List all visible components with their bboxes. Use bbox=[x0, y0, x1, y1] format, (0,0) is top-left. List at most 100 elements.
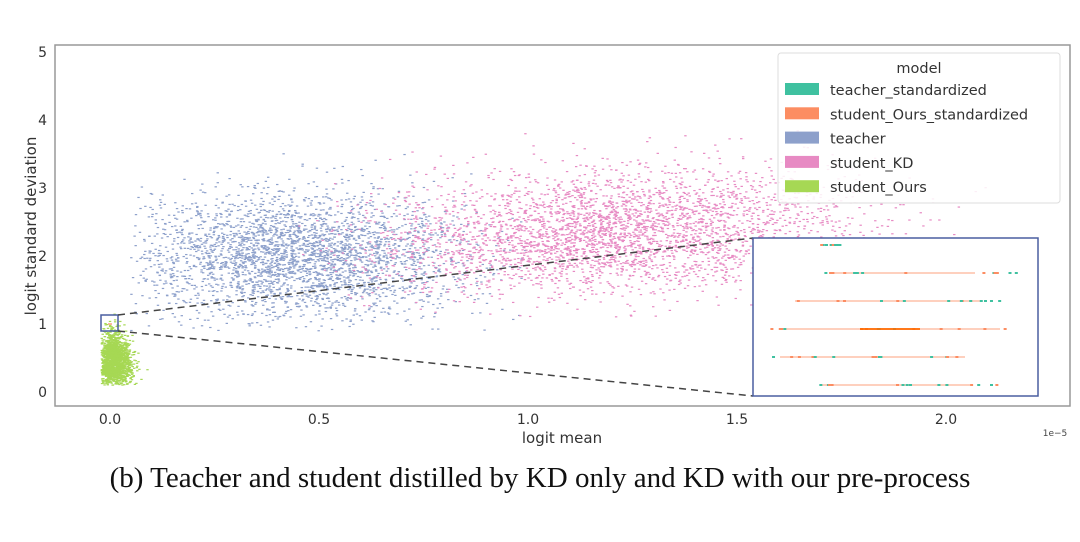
point-teacher bbox=[271, 254, 274, 257]
point-teacher bbox=[289, 296, 292, 298]
point-teacher bbox=[479, 229, 483, 232]
point-teacher bbox=[230, 254, 233, 256]
point-teacher bbox=[330, 276, 334, 278]
point-student_KD bbox=[810, 229, 813, 232]
point-student_KD bbox=[572, 213, 576, 215]
point-student_KD bbox=[799, 206, 802, 208]
point-teacher bbox=[183, 269, 187, 272]
point-teacher bbox=[369, 246, 372, 248]
point-teacher bbox=[234, 274, 237, 277]
point-teacher bbox=[295, 327, 298, 329]
point-student_KD bbox=[520, 244, 523, 247]
point-teacher bbox=[375, 277, 378, 279]
point-teacher bbox=[255, 226, 258, 229]
point-teacher bbox=[253, 251, 257, 253]
point-student_KD bbox=[556, 210, 560, 213]
point-student_KD bbox=[880, 225, 884, 227]
point-teacher bbox=[357, 220, 360, 222]
point-student_KD bbox=[482, 242, 485, 244]
point-teacher bbox=[315, 208, 318, 210]
point-student_KD bbox=[645, 162, 648, 164]
point-teacher bbox=[338, 277, 342, 280]
point-teacher bbox=[322, 250, 325, 252]
point-student_KD bbox=[469, 200, 472, 202]
point-student_KD bbox=[654, 264, 658, 266]
point-student_KD bbox=[718, 220, 721, 223]
point-teacher bbox=[257, 224, 260, 226]
point-teacher bbox=[495, 269, 499, 271]
point-teacher bbox=[270, 237, 273, 239]
point-teacher bbox=[220, 228, 223, 230]
point-teacher bbox=[180, 229, 184, 232]
point-teacher bbox=[375, 305, 378, 307]
point-student_KD bbox=[831, 229, 834, 231]
point-teacher bbox=[375, 222, 378, 224]
point-teacher bbox=[310, 200, 313, 202]
point-teacher bbox=[164, 280, 167, 282]
point-teacher bbox=[210, 250, 213, 252]
point-student_KD bbox=[686, 274, 689, 277]
point-student_KD bbox=[750, 188, 754, 190]
point-teacher bbox=[325, 193, 329, 195]
point-teacher bbox=[299, 276, 302, 279]
point-teacher bbox=[426, 276, 429, 278]
point-teacher bbox=[350, 228, 353, 231]
point-teacher bbox=[316, 273, 320, 275]
point-student_KD bbox=[460, 286, 463, 288]
point-student_KD bbox=[597, 250, 600, 253]
point-student_KD bbox=[796, 236, 800, 238]
point-teacher bbox=[360, 230, 364, 232]
point-teacher bbox=[267, 252, 271, 255]
point-teacher bbox=[262, 248, 266, 250]
point-teacher bbox=[269, 276, 272, 278]
point-teacher bbox=[289, 272, 293, 274]
point-teacher bbox=[234, 258, 237, 260]
point-teacher bbox=[253, 276, 256, 278]
point-student_KD bbox=[573, 222, 577, 224]
point-teacher bbox=[284, 214, 288, 216]
point-teacher bbox=[459, 241, 462, 243]
point-student_KD bbox=[568, 191, 571, 193]
point-teacher bbox=[357, 271, 360, 273]
point-teacher bbox=[327, 297, 330, 299]
point-student_KD bbox=[774, 182, 777, 184]
point-teacher bbox=[369, 289, 372, 291]
point-teacher bbox=[333, 251, 337, 253]
point-student_KD bbox=[547, 251, 551, 253]
point-student_KD bbox=[489, 261, 492, 263]
point-student_KD bbox=[607, 265, 611, 267]
point-teacher bbox=[408, 308, 411, 310]
point-teacher bbox=[352, 275, 355, 277]
point-teacher bbox=[280, 238, 283, 240]
point-teacher bbox=[251, 289, 254, 291]
point-student_KD bbox=[573, 239, 577, 241]
point-student_KD bbox=[666, 235, 670, 237]
point-teacher bbox=[224, 286, 227, 288]
point-teacher bbox=[316, 297, 319, 299]
point-student_KD bbox=[616, 246, 620, 248]
point-teacher bbox=[376, 274, 379, 277]
point-teacher bbox=[171, 269, 174, 271]
point-student_KD bbox=[499, 224, 503, 226]
point-teacher bbox=[285, 276, 289, 278]
point-teacher bbox=[254, 239, 257, 241]
point-student_KD bbox=[485, 227, 489, 230]
point-student_KD bbox=[602, 195, 605, 197]
point-teacher bbox=[343, 245, 347, 247]
point-teacher bbox=[402, 238, 405, 240]
point-student_KD bbox=[506, 274, 510, 276]
point-teacher bbox=[208, 290, 211, 292]
point-teacher bbox=[362, 290, 366, 292]
point-student_KD bbox=[439, 255, 443, 257]
point-student_KD bbox=[661, 227, 664, 229]
point-teacher bbox=[161, 268, 164, 270]
point-teacher bbox=[282, 191, 285, 193]
point-student_KD bbox=[527, 243, 531, 245]
point-student_KD bbox=[631, 213, 634, 215]
point-teacher bbox=[272, 216, 275, 218]
point-student_KD bbox=[602, 258, 606, 260]
point-teacher bbox=[202, 221, 206, 223]
point-student_KD bbox=[635, 234, 638, 236]
point-teacher bbox=[134, 303, 138, 305]
point-teacher bbox=[312, 304, 315, 306]
